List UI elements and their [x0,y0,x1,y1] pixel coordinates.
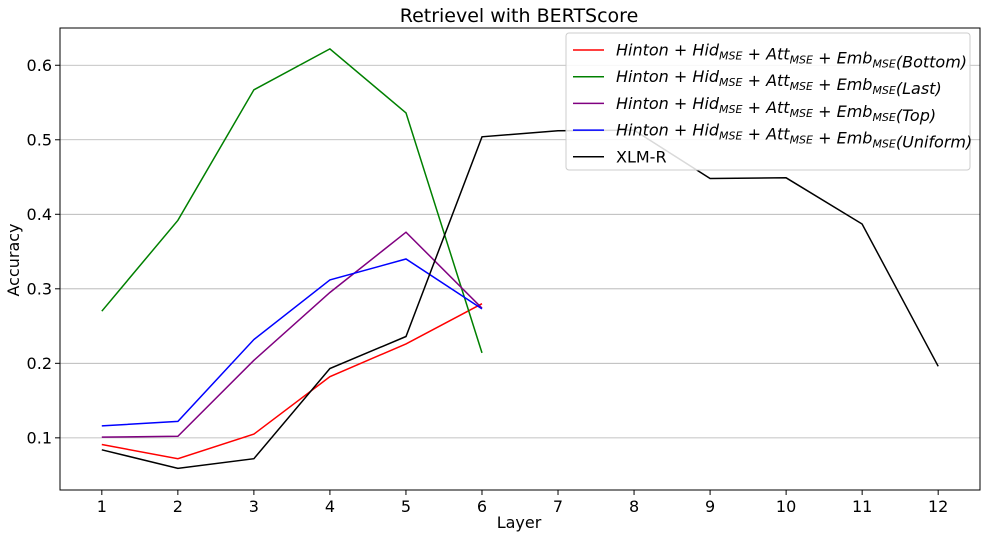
series-layer [101,47,939,470]
series-line-2 [101,231,483,438]
y-tick-label: 0.1 [27,428,52,447]
legend: Hinton + HidMSE + AttMSE + EmbMSE(Bottom… [565,32,972,171]
series-line-3 [101,258,483,427]
legend-label: Hinton + HidMSE + AttMSE + EmbMSE(Top) [616,94,936,125]
x-axis: 1 2 3 4 5 6 7 8 9 10 11 12 [97,490,948,516]
x-tick-label: 12 [928,497,948,516]
chart-title: Retrievel with BERTScore [400,5,639,27]
legend-box [565,32,971,171]
x-tick-label: 4 [325,497,335,516]
y-axis: 0.1 0.2 0.3 0.4 0.5 0.6 [27,56,60,447]
y-tick-label: 0.6 [27,56,52,75]
series-line-4 [101,129,939,470]
y-tick-label: 0.3 [27,279,52,298]
x-tick-label: 11 [852,497,872,516]
y-tick-label: 0.5 [27,130,52,149]
y-tick-label: 0.2 [27,354,52,373]
x-tick-label: 6 [477,497,487,516]
y-axis-title: Accuracy [4,223,23,296]
x-tick-label: 10 [776,497,796,516]
x-tick-label: 8 [629,497,639,516]
x-tick-label: 1 [97,497,107,516]
x-tick-label: 5 [401,497,411,516]
series-line-0 [101,303,483,460]
x-tick-label: 3 [249,497,259,516]
legend-label: Hinton + HidMSE + AttMSE + EmbMSE(Unifor… [616,121,972,152]
legend-label: Hinton + HidMSE + AttMSE + EmbMSE(Last) [616,67,942,98]
legend-label: Hinton + HidMSE + AttMSE + EmbMSE(Bottom… [616,41,967,72]
x-tick-label: 7 [553,497,563,516]
series-line-1 [101,47,483,354]
grid [60,64,980,439]
y-tick-label: 0.4 [27,205,52,224]
x-tick-label: 9 [705,497,715,516]
x-tick-label: 2 [173,497,183,516]
x-axis-title: Layer [497,513,542,532]
plot-frame [59,27,981,491]
legend-label: XLM-R [616,147,667,166]
